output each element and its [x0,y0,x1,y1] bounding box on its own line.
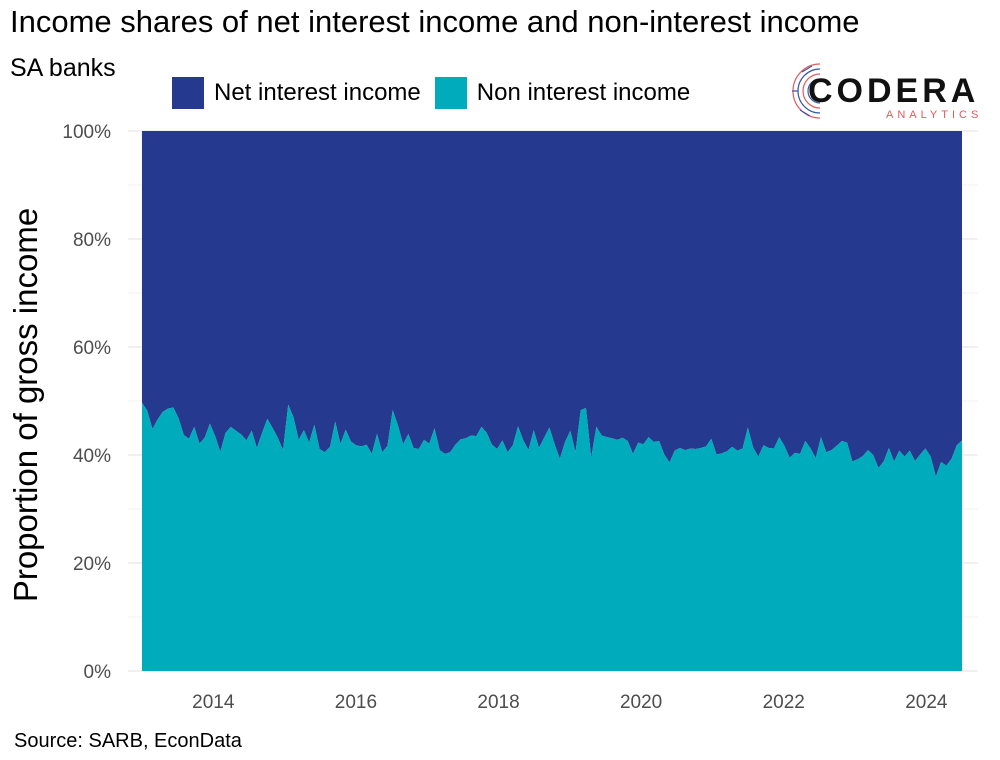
legend-item-non-interest: Non interest income [434,77,691,109]
y-tick-label: 20% [73,554,111,575]
x-tick-label: 2022 [763,692,805,713]
legend-label-net-interest: Net interest income [214,79,421,106]
plot-area [142,131,962,671]
y-axis-ticks: 0% 20% 40% 60% 80% 100% [62,122,111,683]
legend-item-net-interest: Net interest income [172,77,421,109]
legend-swatch-non-interest [434,77,467,109]
y-tick-label: 100% [62,122,111,143]
area-non-interest-income [142,402,962,671]
legend: Net interest income Non interest income [172,75,704,111]
chart-title: Income shares of net interest income and… [10,4,860,39]
y-tick-label: 0% [84,662,112,683]
source-note: Source: SARB, EconData [14,730,242,752]
logo-icon [792,63,821,119]
x-tick-label: 2016 [335,692,377,713]
x-tick-label: 2024 [905,692,948,713]
x-tick-label: 2020 [620,692,662,713]
area-net-interest-income [142,131,962,477]
x-tick-label: 2014 [192,692,235,713]
y-axis-title: Proportion of gross income [7,208,44,602]
y-tick-label: 40% [73,446,111,467]
logo-subtitle: ANALYTICS [886,109,983,121]
chart-subtitle: SA banks [10,54,116,82]
legend-label-non-interest: Non interest income [476,79,691,106]
legend-swatch-net-interest [172,77,204,109]
y-tick-label: 80% [73,230,111,251]
y-tick-label: 60% [73,338,111,359]
x-tick-label: 2018 [477,692,519,713]
logo-wordmark: CODERA [808,72,980,110]
codera-logo: CODERA ANALYTICS [790,56,995,126]
x-axis-ticks: 2014 2016 2018 2020 2022 2024 [192,692,948,713]
